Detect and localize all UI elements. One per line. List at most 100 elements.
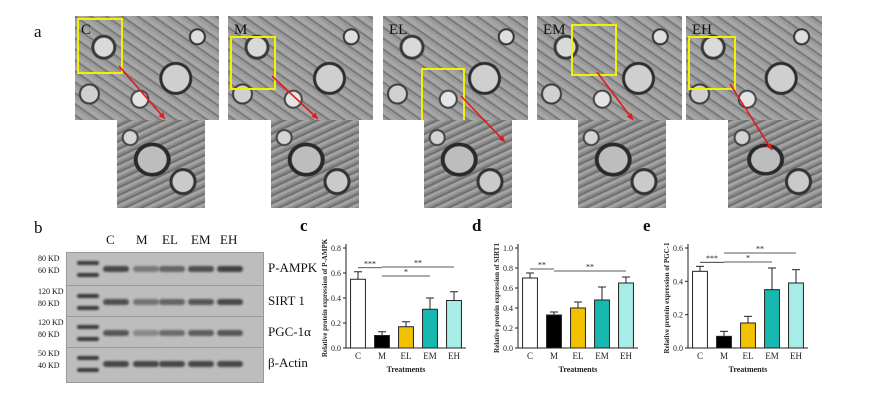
y-axis-label: Relative protein expression of SIRT1 [493,243,501,353]
panel-a-letter: a [34,22,42,41]
em-micrograph-eh: EH [686,16,822,120]
significance-label: *** [706,254,718,263]
em-zoom-em [578,120,666,208]
y-tick-label: 0.6 [331,269,341,278]
bar-em [764,289,780,349]
zoom-region-box [421,68,465,120]
y-tick-label: 0.0 [503,344,513,353]
zoom-region-box [688,36,736,90]
y-tick-label: 0.6 [673,244,683,253]
y-tick-label: 0.4 [503,304,513,313]
y-tick-label: 0.8 [503,264,513,273]
x-tick-label: EL [401,351,412,361]
x-tick-label: C [355,351,361,361]
protein-band [103,299,129,305]
protein-band [133,266,159,272]
y-tick-label: 0.0 [331,344,341,353]
x-tick-label: C [697,351,703,361]
protein-band [159,299,185,305]
y-tick-label: 0.2 [331,319,341,328]
bar-c [692,270,708,349]
zoom-arrow-icon [729,83,773,151]
y-tick-label: 0.8 [331,244,341,253]
y-tick-label: 1.0 [503,244,513,253]
protein-band [159,361,185,367]
protein-band [103,266,129,272]
kd-marker: 50 KD [38,349,60,358]
ladder-band [77,294,99,298]
bar-c [522,277,538,349]
blot-strip [66,347,264,383]
bar-m [716,335,732,349]
bar-em [594,299,610,349]
em-group-label: M [234,22,248,38]
em-zoom-eh [728,120,822,208]
x-axis-label: Treatments [729,365,768,374]
em-micrograph-el: EL [383,16,528,120]
significance-label: ** [414,259,422,268]
ladder-band [77,325,99,329]
zoom-region-box [230,36,276,90]
kd-marker: 80 KD [38,254,60,263]
em-zoom-c [117,120,205,208]
em-group-label: EM [543,22,566,38]
ladder-band [77,356,99,360]
bar-eh [446,300,462,349]
ladder-band [77,368,99,372]
ladder-band [77,261,99,265]
kd-marker: 120 KD [38,287,64,296]
x-tick-label: C [527,351,533,361]
lane-label: EH [220,232,238,247]
zoom-arrow-icon [596,71,634,121]
y-tick-label: 0.0 [673,344,683,353]
y-tick-label: 0.2 [673,311,683,320]
blot-strip [66,252,264,288]
protein-band [188,299,214,305]
x-tick-label: EL [573,351,584,361]
ladder-band [77,306,99,310]
x-tick-label: M [550,351,558,361]
y-axis-label: Relative protein expression of PGC-1 [663,242,671,353]
significance-label: ** [586,263,594,272]
kd-marker: 60 KD [38,266,60,275]
kd-marker: 80 KD [38,299,60,308]
protein-band [188,266,214,272]
em-group-label: EL [389,22,408,38]
y-tick-label: 0.4 [673,277,683,286]
protein-band [103,330,129,336]
protein-band [159,330,185,336]
lane-label: C [106,232,115,247]
blot-strip [66,285,264,321]
protein-band [188,330,214,336]
em-group-label: C [81,22,92,38]
y-tick-label: 0.2 [503,324,513,333]
lane-label: M [136,232,148,247]
protein-band [217,299,243,305]
significance-label: ** [756,245,764,254]
x-axis-label: Treatments [559,365,598,374]
y-axis-label: Relative protein expression of P-AMPK [321,238,329,357]
x-tick-label: M [378,351,386,361]
y-tick-label: 0.4 [331,294,341,303]
significance-label: * [746,254,750,263]
x-tick-label: EH [448,351,460,361]
protein-label: PGC-1α [268,324,311,339]
ladder-band [77,273,99,277]
protein-label: P-AMPK [268,260,318,275]
zoom-region-box [77,18,123,74]
panel-c-letter: c [300,216,308,235]
x-tick-label: EM [765,351,779,361]
protein-label: SIRT 1 [268,293,305,308]
bar-eh [788,282,804,349]
bar-m [374,335,390,349]
protein-band [217,330,243,336]
protein-band [133,361,159,367]
x-tick-label: M [720,351,728,361]
x-tick-label: EH [620,351,632,361]
x-tick-label: EM [595,351,609,361]
zoom-arrow-icon [271,75,319,120]
ladder-band [77,337,99,341]
